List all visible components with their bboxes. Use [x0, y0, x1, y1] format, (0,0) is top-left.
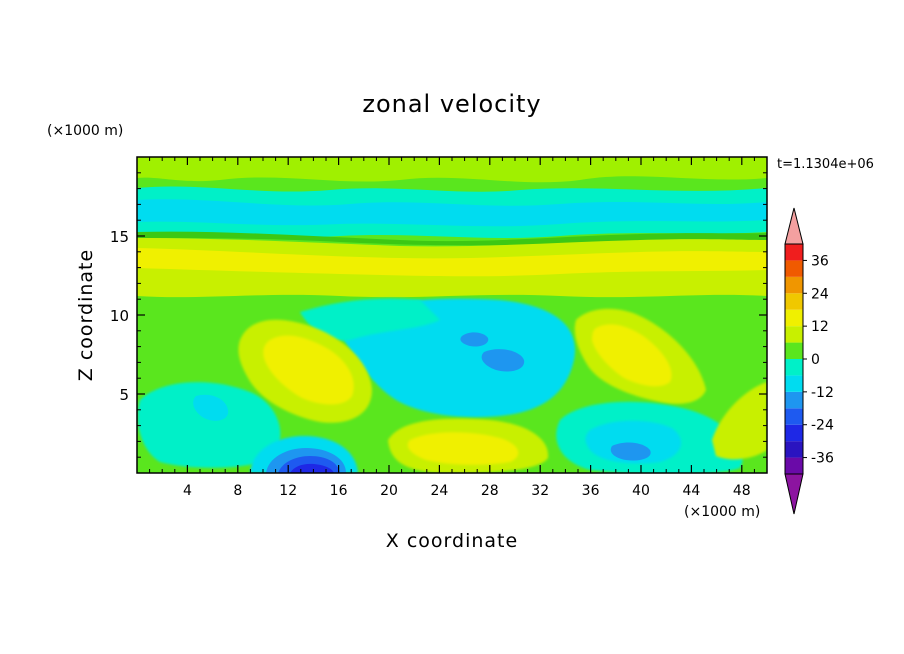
x-tick-label: 24 [430, 483, 448, 499]
x-tick-label: 44 [682, 483, 700, 499]
colorbar: 36 24 12 0 -12 -24 -36 [784, 207, 834, 515]
colorbar-segment [785, 408, 803, 425]
colorbar-tick-label: -12 [811, 385, 834, 401]
y-axis-units: (×1000 m) [47, 123, 123, 139]
contour-mid-teal [300, 298, 440, 341]
contour-bottom-yellow [407, 432, 519, 465]
colorbar-tick-label: -36 [811, 451, 834, 467]
colorbar-segment [785, 424, 803, 442]
colorbar-segment [785, 375, 803, 392]
contour-field [137, 157, 767, 473]
colorbar-segment [785, 391, 803, 409]
contour-right-yellow [592, 324, 672, 387]
x-axis-ticks: 4 8 12 16 20 24 28 32 36 40 44 48 [149, 157, 755, 499]
y-axis-ticks: 5 10 15 [110, 172, 767, 458]
contour-left-low-teal [137, 382, 281, 468]
colorbar-segment [785, 359, 803, 376]
contour-right-low-blue [610, 442, 651, 461]
x-tick-label: 48 [733, 483, 751, 499]
colorbar-tick-label: 12 [811, 319, 829, 335]
colorbar-segment [785, 326, 803, 343]
colorbar-segment [785, 342, 803, 359]
contour-yellow-band [137, 248, 767, 277]
colorbar-tick-label: -24 [811, 418, 834, 434]
x-tick-label: 8 [233, 483, 242, 499]
colorbar-segment [785, 441, 803, 458]
colorbar-segment [785, 457, 803, 474]
colorbar-tick-label: 0 [811, 352, 820, 368]
x-axis-label: X coordinate [386, 530, 518, 552]
x-axis-units: (×1000 m) [684, 504, 760, 520]
time-label: t=1.1304e+06 [777, 157, 874, 172]
x-tick-label: 16 [330, 483, 348, 499]
colorbar-extend-low [784, 473, 804, 515]
x-tick-label: 40 [632, 483, 650, 499]
y-axis-label: Z coordinate [75, 249, 97, 381]
colorbar-extend-high [784, 207, 804, 245]
colorbar-segment [785, 309, 803, 327]
x-tick-label: 32 [531, 483, 549, 499]
contour-right-edge [712, 382, 767, 460]
contour-left-yellow [263, 335, 354, 405]
y-tick-label: 10 [110, 307, 129, 325]
y-tick-label: 5 [119, 386, 129, 404]
chart-title: zonal velocity [362, 90, 541, 118]
contour-blue-blob-2 [460, 332, 489, 347]
colorbar-segment [785, 276, 803, 294]
colorbar-tick-label: 36 [811, 253, 829, 269]
contour-top-band [137, 157, 767, 183]
colorbar-segment [785, 293, 803, 310]
x-tick-label: 4 [183, 483, 192, 499]
contour-left-low-cyan [193, 394, 229, 421]
y-tick-label: 15 [110, 228, 129, 246]
colorbar-segment [785, 260, 803, 277]
colorbar-tick-label: 24 [811, 286, 829, 302]
x-tick-label: 20 [380, 483, 398, 499]
x-tick-label: 12 [279, 483, 297, 499]
x-tick-label: 28 [481, 483, 499, 499]
contour-cyan-band [137, 199, 767, 227]
colorbar-segment [785, 244, 803, 261]
contour-right-low-cyan [585, 420, 682, 464]
x-tick-label: 36 [582, 483, 600, 499]
contour-blue-blob-1 [481, 349, 525, 372]
